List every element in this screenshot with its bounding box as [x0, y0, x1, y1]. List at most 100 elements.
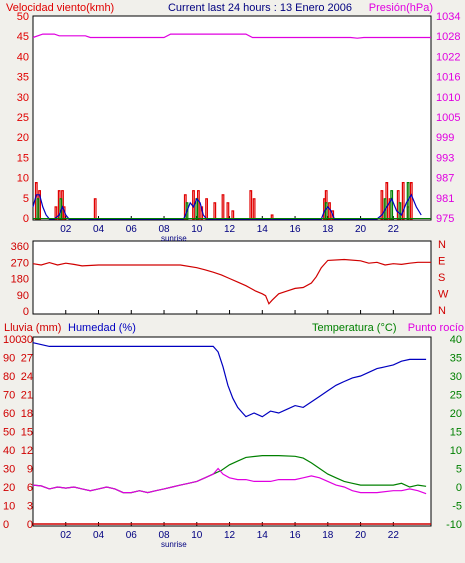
humidity-temperature-plot-area — [32, 336, 432, 527]
wind-tick-label: 0 — [23, 213, 29, 225]
pressure-tick-label: 987 — [436, 173, 454, 185]
temperature-tick-label: -10 — [446, 519, 462, 531]
rain-tick-label: 0 — [3, 519, 9, 531]
temperature-tick-label: 5 — [456, 464, 462, 476]
x-tick-label: 20 — [355, 224, 367, 235]
temperature-tick-label: 40 — [450, 334, 462, 346]
direction-plot-area — [32, 240, 432, 315]
sunrise-label: sunrise — [161, 234, 187, 243]
rain-tick-label: 20 — [3, 482, 15, 494]
wind-tick-label: 20 — [17, 132, 29, 144]
x-tick-label: 16 — [289, 224, 301, 235]
wind-tick-label: 35 — [17, 72, 29, 84]
humidity-tick-label: 9 — [27, 464, 33, 476]
x-tick-label: 14 — [257, 224, 269, 235]
pressure-tick-label: 999 — [436, 132, 454, 144]
rain-tick-label: 100 — [3, 334, 21, 346]
humidity-tick-label: 0 — [27, 519, 33, 531]
temperature-tick-label: 15 — [450, 427, 462, 439]
x-tick-label: 08 — [158, 224, 170, 235]
wind-tick-label: 30 — [17, 92, 29, 104]
wind-tick-label: 40 — [17, 51, 29, 63]
pressure-tick-label: 981 — [436, 193, 454, 205]
x-tick-label: 22 — [388, 224, 400, 235]
x-tick-label: 02 — [60, 224, 72, 235]
humidity-tick-label: 30 — [21, 334, 33, 346]
direction-line — [32, 258, 431, 305]
direction-tick-label: 90 — [17, 290, 29, 302]
x-tick-label: 04 — [93, 530, 105, 541]
direction-tick-label: 180 — [11, 274, 29, 286]
temperature-tick-label: 30 — [450, 371, 462, 383]
temperature-tick-label: 10 — [450, 445, 462, 457]
humidity-tick-label: 18 — [21, 408, 33, 420]
direction-tick-label: 270 — [11, 257, 29, 269]
x-tick-label: 14 — [257, 530, 269, 541]
direction-tick-label: 0 — [23, 306, 29, 318]
sunrise-label: sunrise — [161, 540, 187, 549]
compass-tick-label: N — [438, 305, 446, 317]
rain-tick-label: 50 — [3, 427, 15, 439]
wind-tick-label: 25 — [17, 112, 29, 124]
humidity-tick-label: 21 — [21, 390, 33, 402]
x-tick-label: 18 — [322, 224, 334, 235]
compass-tick-label: N — [438, 239, 446, 251]
pressure-tick-label: 1022 — [436, 51, 460, 63]
x-tick-label: 18 — [322, 530, 334, 541]
rain-tick-label: 40 — [3, 445, 15, 457]
compass-tick-label: S — [438, 272, 445, 284]
x-tick-label: 06 — [126, 530, 138, 541]
rain-tick-label: 30 — [3, 464, 15, 476]
x-tick-label: 20 — [355, 530, 367, 541]
direction-tick-label: 360 — [11, 241, 29, 253]
x-tick-label: 10 — [191, 530, 203, 541]
x-tick-label: 08 — [158, 530, 170, 541]
x-tick-label: 16 — [289, 530, 301, 541]
pressure-tick-label: 993 — [436, 152, 454, 164]
humidity-tick-label: 15 — [21, 427, 33, 439]
chart-title: Current last 24 hours : 13 Enero 2006 — [168, 2, 352, 14]
pressure-tick-label: 1016 — [436, 72, 460, 84]
pressure-tick-label: 975 — [436, 213, 454, 225]
humidity-axis-label: Humedad (%) — [68, 322, 136, 334]
rain-tick-label: 70 — [3, 390, 15, 402]
x-tick-label: 12 — [224, 224, 236, 235]
wind-pressure-plot-area — [32, 15, 432, 221]
rain-tick-label: 80 — [3, 371, 15, 383]
rain-axis-label: Lluvia (mm) — [4, 322, 61, 334]
pressure-tick-label: 1034 — [436, 11, 460, 23]
humidity-tick-label: 6 — [27, 482, 33, 494]
wind-tick-label: 15 — [17, 152, 29, 164]
pressure-line — [32, 33, 431, 39]
pressure-tick-label: 1010 — [436, 92, 460, 104]
dewpoint-axis-label: Punto rocío — [408, 322, 464, 334]
compass-tick-label: W — [438, 289, 449, 301]
pressure-tick-label: 1028 — [436, 31, 460, 43]
humidity-line — [32, 342, 427, 418]
temperature-axis-label: Temperatura (°C) — [312, 322, 396, 334]
temperature-tick-label: 35 — [450, 353, 462, 365]
humidity-tick-label: 3 — [27, 501, 33, 513]
wind-axis-label: Velocidad viento(kmh) — [6, 2, 114, 14]
temperature-tick-label: 0 — [456, 482, 462, 494]
x-tick-label: 06 — [126, 224, 138, 235]
compass-tick-label: E — [438, 256, 445, 268]
temperature-tick-label: 25 — [450, 390, 462, 402]
rain-tick-label: 60 — [3, 408, 15, 420]
pressure-tick-label: 1005 — [436, 112, 460, 124]
x-tick-label: 02 — [60, 530, 72, 541]
humidity-tick-label: 12 — [21, 445, 33, 457]
x-tick-label: 12 — [224, 530, 236, 541]
temperature-tick-label: -5 — [452, 501, 462, 513]
wind-tick-label: 5 — [23, 193, 29, 205]
temperature-tick-label: 20 — [450, 408, 462, 420]
humidity-tick-label: 27 — [21, 353, 33, 365]
wind-tick-label: 10 — [17, 173, 29, 185]
rain-tick-label: 10 — [3, 501, 15, 513]
wind-tick-label: 50 — [17, 11, 29, 23]
x-tick-label: 04 — [93, 224, 105, 235]
humidity-tick-label: 24 — [21, 371, 33, 383]
x-tick-label: 10 — [191, 224, 203, 235]
